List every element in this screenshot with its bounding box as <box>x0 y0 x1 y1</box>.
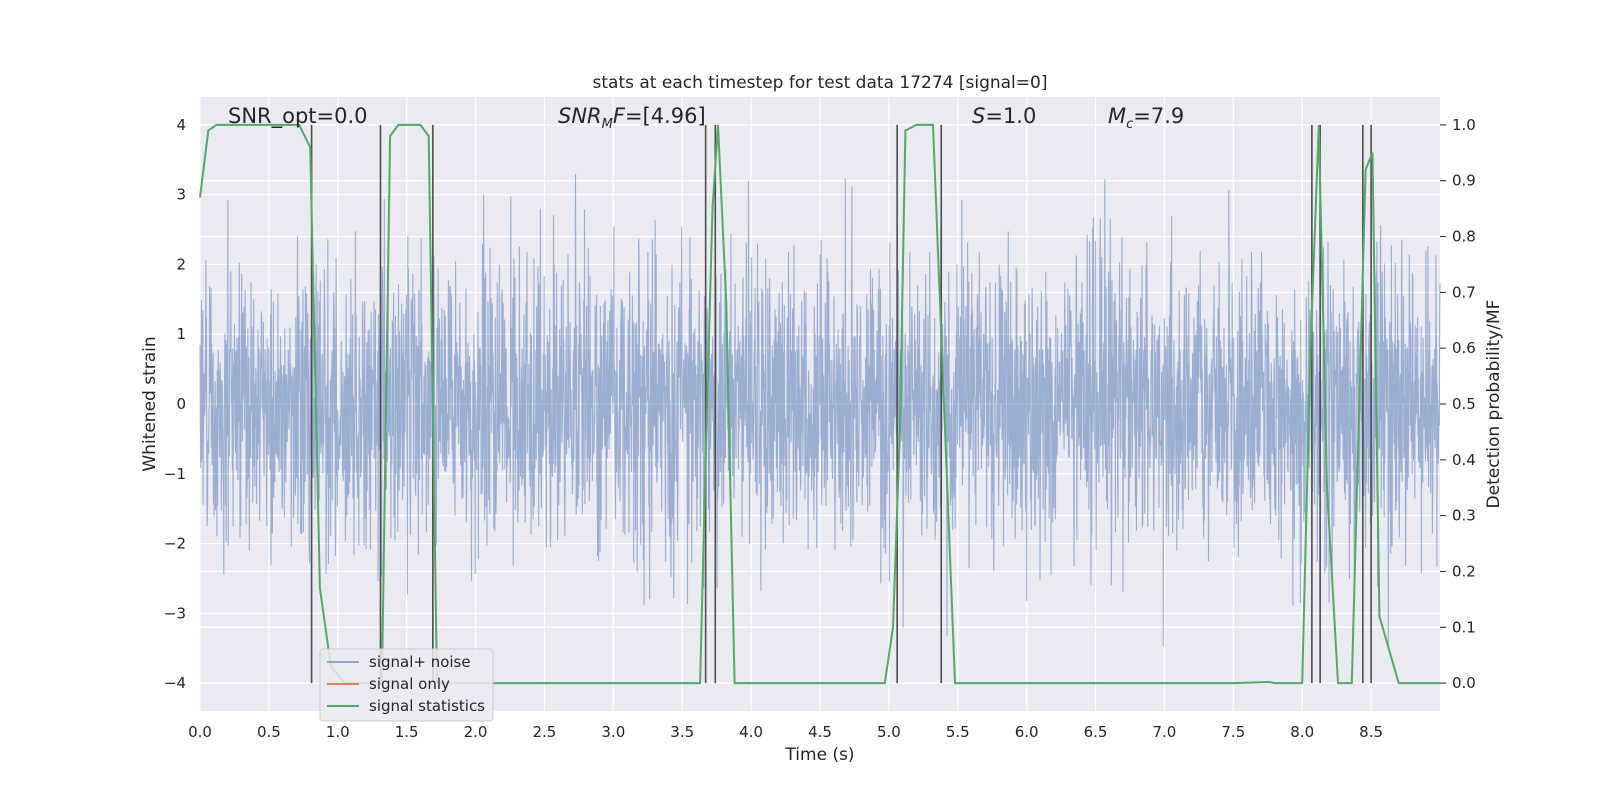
s-value: =1.0 <box>985 104 1036 128</box>
y2-tick-label-6: 0.4 <box>1452 451 1476 469</box>
x-tick-label-1: 0.5 <box>257 723 281 741</box>
y-tick-label-3: 1 <box>176 325 186 343</box>
x-tick-label-13: 6.5 <box>1084 723 1108 741</box>
y2-tick-label-8: 0.2 <box>1452 562 1476 580</box>
x-tick-label-10: 5.0 <box>877 723 901 741</box>
legend-label-stats: signal statistics <box>369 697 485 715</box>
x-tick-label-5: 2.5 <box>533 723 557 741</box>
y2-tick-label-5: 0.5 <box>1452 395 1476 413</box>
x-tick-label-7: 3.5 <box>670 723 694 741</box>
x-tick-label-2: 1.0 <box>326 723 350 741</box>
x-tick-label-8: 4.0 <box>739 723 763 741</box>
x-tick-label-0: 0.0 <box>188 723 212 741</box>
y-axis-label: Whitened strain <box>140 336 160 471</box>
legend-label-noise: signal+ noise <box>369 653 471 671</box>
x-tick-label-4: 2.0 <box>464 723 488 741</box>
legend: signal+ noise signal only signal statist… <box>319 648 494 722</box>
x-tick-label-14: 7.0 <box>1153 723 1177 741</box>
y2-tick-label-2: 0.8 <box>1452 228 1476 246</box>
y2-tick-label-10: 0.0 <box>1452 674 1476 692</box>
snr-opt-annotation: SNR_opt=0.0 <box>228 104 368 129</box>
x-tick-label-12: 6.0 <box>1015 723 1039 741</box>
y2-tick-label-1: 0.9 <box>1452 172 1476 190</box>
y-tick-label-1: 3 <box>176 186 186 204</box>
x-tick-label-3: 1.5 <box>395 723 419 741</box>
mc-value: =7.9 <box>1133 104 1184 128</box>
y-tick-label-5: −1 <box>164 465 186 483</box>
x-tick-label-9: 4.5 <box>808 723 832 741</box>
y-tick-label-2: 2 <box>176 255 186 273</box>
y2-tick-label-4: 0.6 <box>1452 339 1476 357</box>
y-tick-label-6: −2 <box>164 535 186 553</box>
x-axis-label: Time (s) <box>784 745 854 765</box>
y2-tick-label-3: 0.7 <box>1452 283 1476 301</box>
y2-axis-ticks: 1.0 0.9 0.8 0.7 0.6 0.5 0.4 0.3 0.2 0.1 0.0 <box>1440 116 1476 692</box>
x-tick-label-15: 7.5 <box>1221 723 1245 741</box>
y-axis-ticks: 4 3 2 1 0 −1 −2 −3 −4 <box>164 116 186 692</box>
x-tick-label-6: 3.0 <box>601 723 625 741</box>
signal-noise-trace <box>199 174 1441 647</box>
chart-title: stats at each timestep for test data 172… <box>593 73 1048 93</box>
x-tick-label-16: 8.0 <box>1290 723 1314 741</box>
snr-mf-value: =[4.96] <box>625 104 706 128</box>
x-tick-label-17: 8.5 <box>1359 723 1383 741</box>
y2-tick-label-0: 1.0 <box>1452 116 1476 134</box>
y-tick-label-7: −3 <box>164 604 186 622</box>
y-tick-label-4: 0 <box>176 395 186 413</box>
legend-box <box>319 648 494 722</box>
y2-tick-label-9: 0.1 <box>1452 618 1476 636</box>
y2-axis-label: Detection probability/MF <box>1484 300 1504 509</box>
snr-mf-annotation: SNRMF=[4.96] <box>558 104 706 132</box>
y2-tick-label-7: 0.3 <box>1452 507 1476 525</box>
y-tick-label-0: 4 <box>176 116 186 134</box>
mc-annotation: Mc=7.9 <box>1108 104 1184 132</box>
s-annotation: S=1.0 <box>972 104 1036 128</box>
signal-noise-line <box>199 174 1441 647</box>
legend-label-signal-only: signal only <box>369 675 450 693</box>
x-axis-ticks: 0.0 0.5 1.0 1.5 2.0 2.5 3.0 3.5 4.0 4.5 5.0 5.5 6.0 6… <box>188 723 1383 741</box>
y-tick-label-8: −4 <box>164 674 186 692</box>
x-tick-label-11: 5.5 <box>946 723 970 741</box>
